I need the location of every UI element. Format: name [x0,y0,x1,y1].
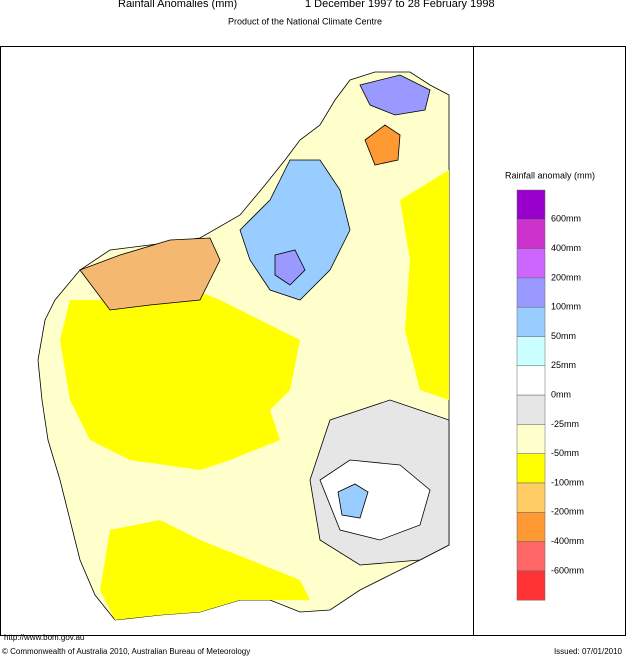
blue-southeast [337,483,369,519]
legend-label: -400mm [551,536,584,546]
orange-region [79,237,221,311]
legend-swatch [516,541,546,572]
yellow-south [100,520,310,620]
legend-label: -200mm [551,507,584,517]
white-southeast [319,459,431,541]
legend-label: 50mm [551,331,576,341]
purple-north [359,74,431,116]
title: Rainfall Anomalies (mm) [118,0,237,10]
legend-swatch [516,453,546,484]
blue-region [239,159,351,301]
url: http://www.bom.gov.au [4,633,84,642]
period: 1 December 1997 to 28 February 1998 [305,0,495,10]
legend-label: 600mm [551,214,581,224]
legend-swatch [516,336,546,367]
legend-swatch [516,365,546,396]
legend-swatch [516,219,546,249]
legend-swatch [516,512,546,542]
issued: Issued: 07/01/2010 [554,647,623,656]
legend-label: 100mm [551,302,581,312]
legend-swatch [516,189,546,220]
legend-swatch [516,248,546,279]
legend-label: 200mm [551,272,581,282]
map [37,71,450,621]
yellow-east [400,170,449,400]
legend-label: -25mm [551,419,579,429]
legend-label: 400mm [551,243,581,253]
legend-swatch [516,424,546,454]
legend-swatch [516,306,546,337]
copyright: © Commonwealth of Australia 2010, Austra… [2,647,250,656]
legend-label: -50mm [551,448,579,458]
subtitle: Product of the National Climate Centre [228,16,382,26]
legend-swatch [516,482,546,513]
yellow-region [60,280,300,470]
legend-label: 25mm [551,360,576,370]
legend-title: Rainfall anomaly (mm) [505,170,595,180]
orange-north [364,124,401,166]
purple-region [274,249,306,286]
legend-label: 0mm [551,389,571,399]
legend-swatch [516,277,546,308]
legend-swatch [516,394,546,425]
legend-label: -100mm [551,477,584,487]
legend-label: -600mm [551,565,584,575]
legend-swatch [516,570,546,601]
